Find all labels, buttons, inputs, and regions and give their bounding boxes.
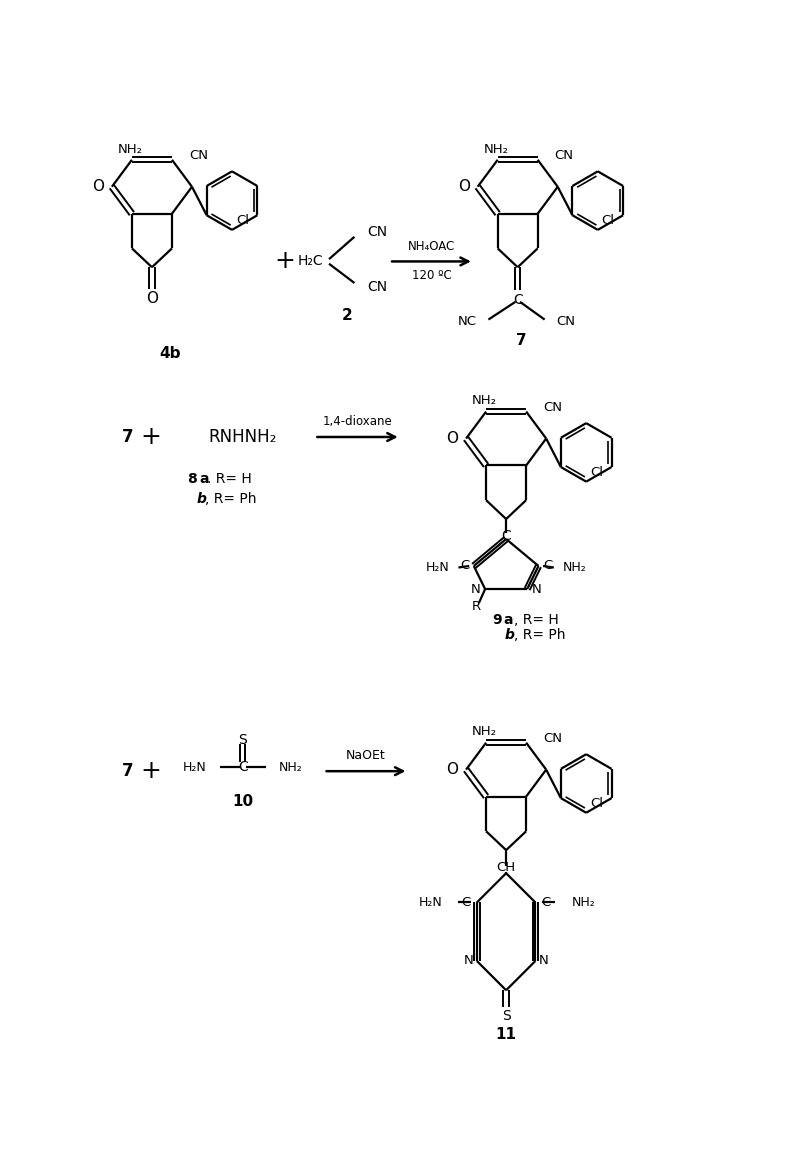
Text: O: O	[446, 431, 458, 446]
Text: NH₂: NH₂	[118, 143, 143, 156]
Text: CN: CN	[367, 225, 387, 240]
Text: C: C	[238, 760, 248, 774]
Text: CN: CN	[367, 280, 387, 294]
Text: 120 ºC: 120 ºC	[412, 268, 451, 282]
Text: S: S	[502, 1009, 511, 1023]
Text: C: C	[501, 529, 511, 543]
Text: S: S	[238, 734, 247, 748]
Text: NH₄OAC: NH₄OAC	[408, 240, 455, 252]
Text: NH₂: NH₂	[472, 394, 497, 408]
Text: b: b	[504, 628, 515, 643]
Text: +: +	[140, 759, 161, 783]
Text: . R= H: . R= H	[207, 472, 251, 486]
Text: +: +	[140, 425, 161, 449]
Text: NC: NC	[458, 314, 477, 327]
Text: 2: 2	[342, 308, 352, 323]
Text: C: C	[461, 896, 471, 909]
Text: H₂N: H₂N	[183, 760, 207, 774]
Text: C: C	[460, 560, 469, 573]
Text: , R= H: , R= H	[514, 613, 559, 627]
Text: 7: 7	[516, 333, 527, 348]
Text: 7: 7	[122, 429, 134, 446]
Text: 9: 9	[493, 613, 502, 627]
Text: N: N	[539, 955, 549, 968]
Text: O: O	[92, 180, 104, 195]
Text: RNHNH₂: RNHNH₂	[209, 429, 277, 446]
Text: Cl: Cl	[590, 797, 603, 810]
Text: NH₂: NH₂	[571, 896, 595, 909]
Text: R: R	[471, 599, 480, 613]
Text: O: O	[446, 763, 458, 778]
Text: 10: 10	[232, 795, 253, 810]
Text: NH₂: NH₂	[563, 561, 587, 574]
Text: NH₂: NH₂	[279, 760, 303, 774]
Text: 11: 11	[496, 1028, 516, 1043]
Text: N: N	[471, 583, 481, 596]
Text: N: N	[532, 583, 541, 596]
Text: Cl: Cl	[590, 465, 603, 479]
Text: O: O	[146, 290, 158, 305]
Text: CH: CH	[497, 862, 515, 874]
Text: 4b: 4b	[159, 347, 180, 362]
Text: CN: CN	[556, 314, 575, 327]
Text: b: b	[197, 492, 206, 506]
Text: a: a	[504, 613, 513, 627]
Text: H₂N: H₂N	[426, 561, 449, 574]
Text: H₂N: H₂N	[419, 896, 442, 909]
Text: Cl: Cl	[601, 214, 615, 227]
Text: NaOEt: NaOEt	[346, 749, 386, 763]
Text: Cl: Cl	[236, 214, 249, 227]
Text: 7: 7	[122, 763, 134, 780]
Text: C: C	[543, 560, 552, 573]
Text: CN: CN	[543, 733, 562, 745]
Text: N: N	[464, 955, 473, 968]
Text: NH₂: NH₂	[484, 143, 508, 156]
Text: NH₂: NH₂	[472, 726, 497, 738]
Text: CN: CN	[543, 401, 562, 415]
Text: 1,4-dioxane: 1,4-dioxane	[323, 415, 393, 429]
Text: , R= Ph: , R= Ph	[205, 492, 257, 506]
Text: O: O	[458, 180, 470, 195]
Text: CN: CN	[189, 150, 208, 162]
Text: 8: 8	[187, 472, 197, 486]
Text: a: a	[199, 472, 209, 486]
Text: C: C	[513, 293, 523, 306]
Text: , R= Ph: , R= Ph	[514, 628, 565, 643]
Text: C: C	[541, 896, 551, 909]
Text: CN: CN	[555, 150, 574, 162]
Text: +: +	[275, 250, 296, 273]
Text: H₂C: H₂C	[298, 255, 323, 268]
